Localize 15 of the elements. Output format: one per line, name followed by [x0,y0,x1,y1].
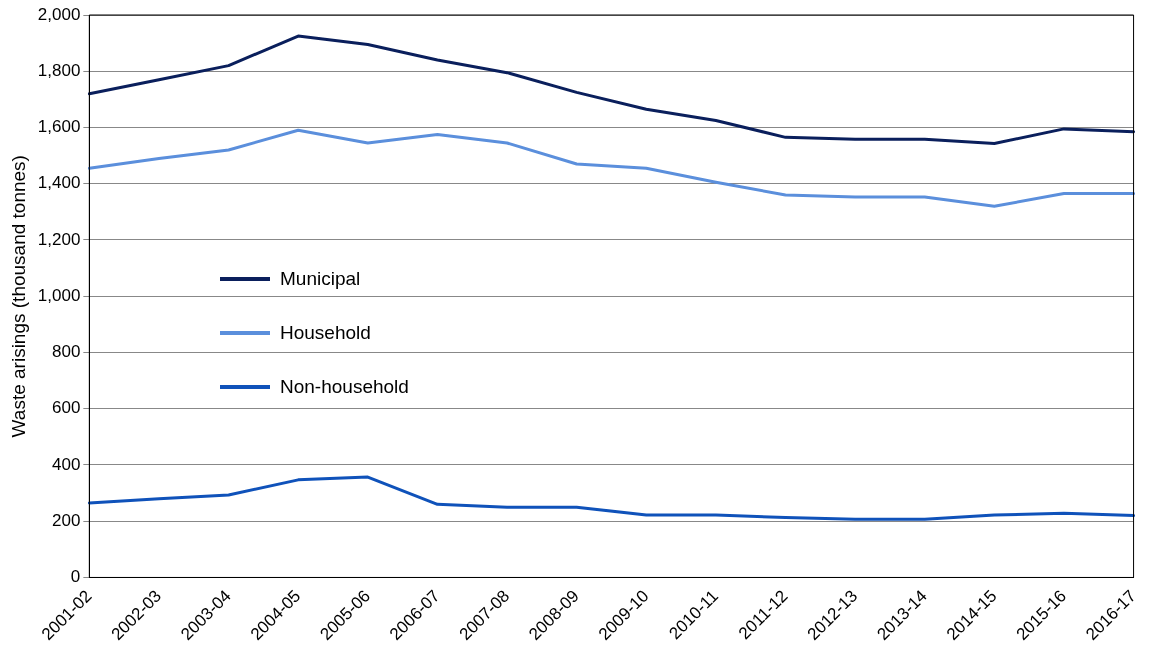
legend-label: Non-household [280,376,409,398]
y-tick-label: 1,000 [37,285,81,305]
y-tick-label: 2,000 [37,4,81,24]
y-tick-label: 1,400 [37,173,81,193]
y-tick-label: 800 [51,342,81,362]
legend-label: Household [280,322,371,344]
y-tick-label: 1,200 [37,229,81,249]
legend-label: Municipal [280,268,361,290]
y-tick-label: 600 [51,398,81,418]
y-axis-title: Waste arisings (thousand tonnes) [7,155,29,438]
y-tick-label: 1,800 [37,60,81,80]
y-tick-label: 0 [70,567,81,587]
y-tick-label: 1,600 [37,117,81,137]
y-tick-label: 400 [51,454,81,474]
y-tick-label: 200 [51,510,81,530]
